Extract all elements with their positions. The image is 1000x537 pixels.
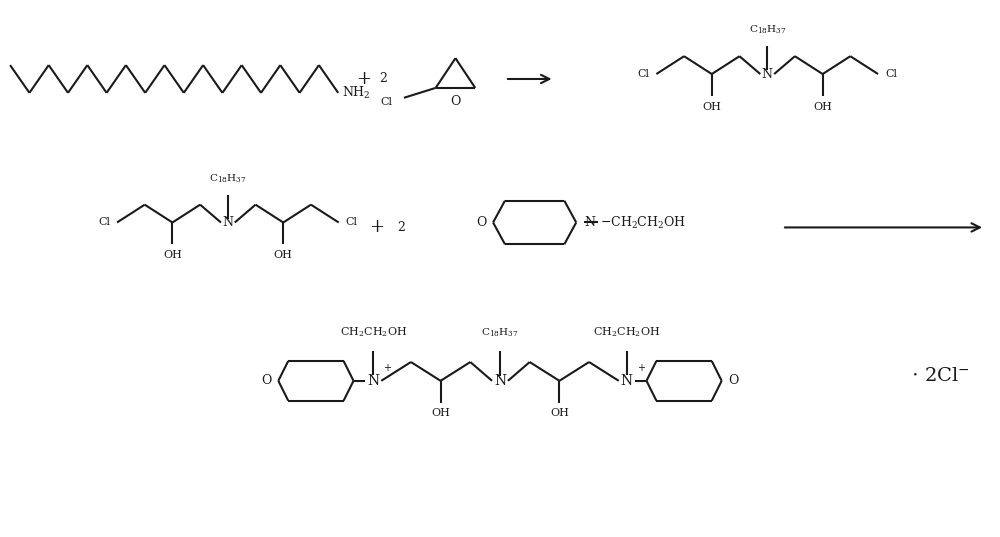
Text: Cl: Cl — [346, 217, 358, 228]
Text: OH: OH — [702, 101, 721, 112]
Text: Cl: Cl — [380, 97, 392, 107]
Text: O: O — [476, 216, 486, 229]
Text: +: + — [383, 363, 391, 373]
Text: N: N — [222, 216, 233, 229]
Text: OH: OH — [550, 409, 569, 418]
Text: OH: OH — [274, 250, 293, 260]
Text: 2: 2 — [379, 72, 387, 85]
Text: $\mathregular{C_{18}H_{37}}$: $\mathregular{C_{18}H_{37}}$ — [481, 326, 519, 339]
Text: N: N — [621, 374, 633, 388]
Text: O: O — [450, 95, 461, 108]
Text: Cl: Cl — [98, 217, 110, 228]
Text: N: N — [494, 374, 506, 388]
Text: N: N — [762, 68, 773, 81]
Text: $\mathregular{CH_2CH_2OH}$: $\mathregular{CH_2CH_2OH}$ — [340, 325, 407, 339]
Text: Cl: Cl — [885, 69, 897, 79]
Text: +: + — [637, 363, 645, 373]
Text: N: N — [367, 374, 379, 388]
Text: OH: OH — [813, 101, 832, 112]
Text: +: + — [369, 219, 384, 236]
Text: OH: OH — [163, 250, 182, 260]
Text: Cl: Cl — [637, 69, 649, 79]
Text: OH: OH — [431, 409, 450, 418]
Text: 2: 2 — [397, 221, 405, 234]
Text: O: O — [261, 374, 272, 387]
Text: $\mathregular{-CH_2CH_2OH}$: $\mathregular{-CH_2CH_2OH}$ — [600, 214, 686, 230]
Text: $\mathregular{C_{18}H_{37}}$: $\mathregular{C_{18}H_{37}}$ — [749, 24, 786, 37]
Text: $\mathregular{C_{18}H_{37}}$: $\mathregular{C_{18}H_{37}}$ — [209, 172, 247, 185]
Text: N: N — [584, 216, 595, 229]
Text: $\mathregular{CH_2CH_2OH}$: $\mathregular{CH_2CH_2OH}$ — [593, 325, 660, 339]
Text: $\mathregular{NH_2}$: $\mathregular{NH_2}$ — [342, 85, 371, 101]
Text: $\mathregular{\cdot\ 2Cl^{-}}$: $\mathregular{\cdot\ 2Cl^{-}}$ — [911, 367, 969, 385]
Text: +: + — [356, 70, 371, 88]
Text: O: O — [728, 374, 739, 387]
